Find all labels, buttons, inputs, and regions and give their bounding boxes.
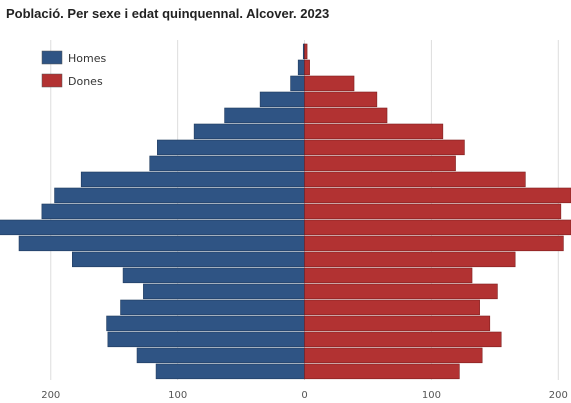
bar-dones[interactable] xyxy=(304,235,564,252)
legend-swatch-homes xyxy=(41,50,63,65)
bar-dones[interactable] xyxy=(304,203,562,220)
bar-homes[interactable] xyxy=(0,219,305,236)
x-tick-label: 200 xyxy=(549,390,568,401)
bar-dones[interactable] xyxy=(304,107,388,124)
bar-dones[interactable] xyxy=(304,347,483,364)
legend-label-dones: Dones xyxy=(68,75,103,88)
bar-dones[interactable] xyxy=(304,155,456,172)
bar-dones[interactable] xyxy=(304,59,310,76)
bar-homes[interactable] xyxy=(72,251,305,268)
bar-dones[interactable] xyxy=(304,267,473,284)
bar-homes[interactable] xyxy=(136,347,305,364)
bar-dones[interactable] xyxy=(304,299,480,316)
bar-homes[interactable] xyxy=(106,315,305,332)
bar-dones[interactable] xyxy=(304,75,355,92)
bar-dones[interactable] xyxy=(304,331,502,348)
bar-dones[interactable] xyxy=(304,123,444,140)
bar-dones[interactable] xyxy=(304,187,571,204)
x-tick-label: 200 xyxy=(41,390,60,401)
bar-homes[interactable] xyxy=(193,123,305,140)
bar-dones[interactable] xyxy=(304,283,498,300)
x-tick-label: 100 xyxy=(168,390,187,401)
x-tick-label: 100 xyxy=(422,390,441,401)
bar-homes[interactable] xyxy=(122,267,305,284)
bar-dones[interactable] xyxy=(304,43,308,60)
bar-homes[interactable] xyxy=(41,203,305,220)
bar-dones[interactable] xyxy=(304,171,526,188)
bar-dones[interactable] xyxy=(304,91,378,108)
bar-homes[interactable] xyxy=(18,235,305,252)
bar-homes[interactable] xyxy=(80,171,305,188)
bar-homes[interactable] xyxy=(120,299,305,316)
bar-homes[interactable] xyxy=(54,187,305,204)
bar-homes[interactable] xyxy=(107,331,305,348)
legend-label-homes: Homes xyxy=(68,52,106,65)
legend-swatch-dones xyxy=(41,73,63,88)
bar-dones[interactable] xyxy=(304,251,516,268)
chart-title: Població. Per sexe i edat quinquennal. A… xyxy=(6,6,330,21)
bar-homes[interactable] xyxy=(149,155,305,172)
bar-homes[interactable] xyxy=(155,363,305,380)
bar-homes[interactable] xyxy=(157,139,305,156)
bar-dones[interactable] xyxy=(304,139,465,156)
bar-homes[interactable] xyxy=(143,283,305,300)
bar-homes[interactable] xyxy=(224,107,305,124)
bar-dones[interactable] xyxy=(304,315,491,332)
x-tick-label: 0 xyxy=(301,390,307,401)
bar-homes[interactable] xyxy=(297,59,305,76)
bar-homes[interactable] xyxy=(290,75,305,92)
bar-homes[interactable] xyxy=(259,91,305,108)
bar-dones[interactable] xyxy=(304,219,571,236)
bar-dones[interactable] xyxy=(304,363,460,380)
